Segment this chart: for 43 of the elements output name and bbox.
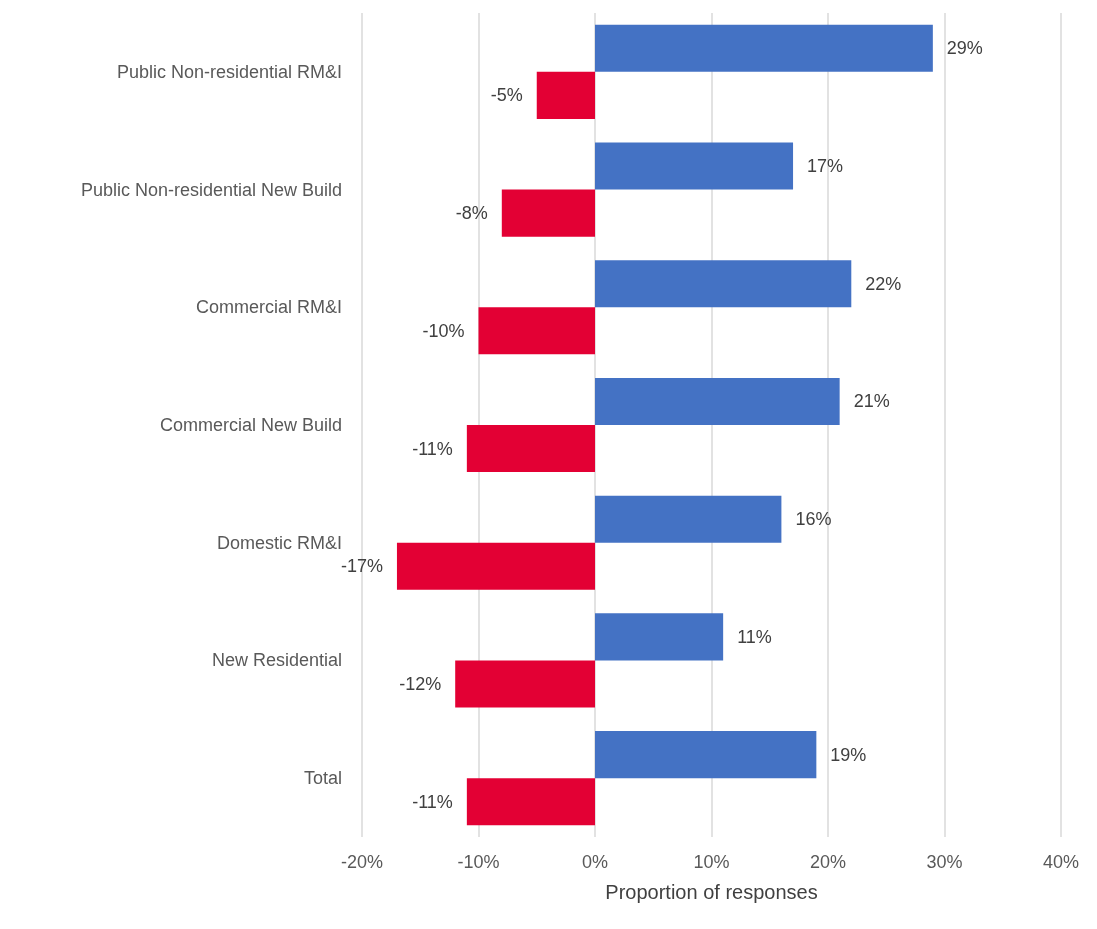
- x-tick-label: -20%: [340, 852, 384, 872]
- data-label: 16%: [795, 509, 832, 530]
- bar: [595, 731, 817, 779]
- data-label: -5%: [490, 85, 523, 106]
- data-label: -12%: [399, 673, 442, 694]
- x-tick-label: 20%: [809, 852, 847, 872]
- data-label: -10%: [422, 320, 465, 341]
- bar: [595, 260, 852, 308]
- y-tick-label: Public Non-residential RM&I: [116, 61, 342, 82]
- bar: [466, 778, 595, 826]
- y-tick-label: Total: [303, 768, 342, 789]
- data-label: -8%: [455, 203, 488, 224]
- bar: [466, 425, 595, 473]
- bar: [595, 142, 794, 190]
- bar: [396, 542, 595, 590]
- bar: [595, 24, 933, 72]
- data-label: -11%: [412, 438, 453, 459]
- bar: [455, 660, 595, 708]
- bar: [595, 377, 840, 425]
- data-label: -11%: [412, 791, 453, 812]
- data-label: 19%: [830, 744, 867, 765]
- data-label: -17%: [340, 556, 383, 577]
- data-label: 29%: [946, 38, 983, 59]
- x-tick-label: 30%: [926, 852, 963, 872]
- x-axis-title: Proportion of responses: [605, 881, 818, 903]
- bar: [595, 495, 782, 543]
- data-label: 17%: [807, 156, 844, 177]
- data-label: 11%: [737, 626, 772, 647]
- y-tick-label: Commercial New Build: [159, 415, 342, 435]
- bar: [478, 307, 595, 355]
- data-label: 21%: [853, 391, 890, 412]
- bar: [536, 71, 595, 119]
- y-tick-label: Public Non-residential New Build: [80, 179, 342, 200]
- data-label: 22%: [865, 273, 902, 294]
- x-tick-label: 40%: [1042, 852, 1080, 872]
- y-tick-label: Domestic RM&I: [216, 532, 342, 553]
- y-tick-label: New Residential: [211, 650, 342, 671]
- x-tick-label: 10%: [693, 852, 730, 872]
- bar: [595, 613, 724, 661]
- y-tick-label: Commercial RM&I: [195, 297, 342, 318]
- bar: [501, 189, 595, 237]
- x-tick-label: 0%: [581, 852, 609, 872]
- x-tick-label: -10%: [457, 852, 500, 872]
